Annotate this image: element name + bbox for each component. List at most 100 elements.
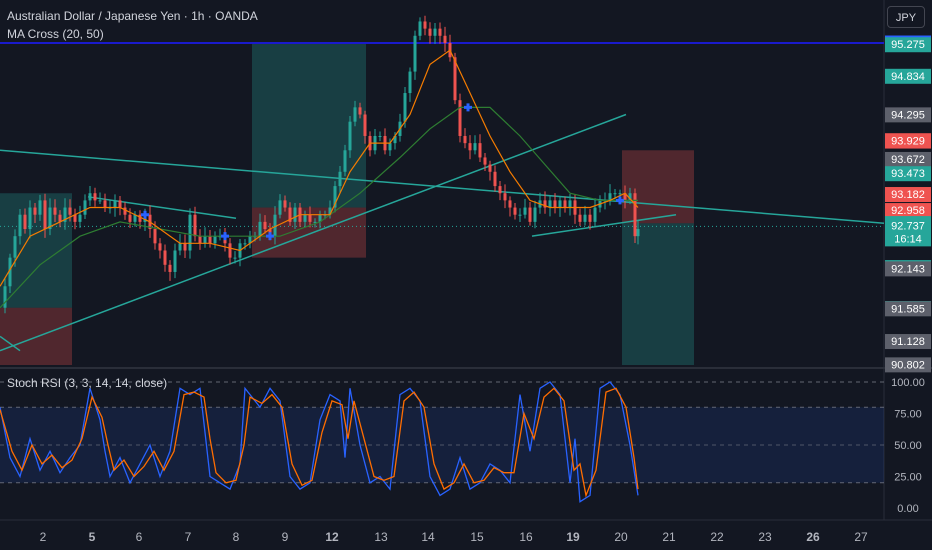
candle-body: [548, 200, 552, 208]
price-label: 94.295: [891, 109, 925, 121]
candle-body: [163, 250, 167, 265]
candle-body: [68, 207, 72, 215]
candle-body: [78, 214, 82, 222]
candle-body: [153, 229, 157, 244]
candle-body: [328, 207, 332, 215]
candle-body: [338, 171, 342, 187]
trendline-1[interactable]: [0, 113, 627, 352]
price-label-box: [885, 68, 931, 84]
candle-body: [8, 257, 12, 287]
candle-body: [333, 186, 337, 208]
price-label-box: [885, 357, 931, 373]
stoch-k-line[interactable]: [0, 381, 639, 503]
candle-body: [443, 35, 447, 43]
candle-body: [128, 214, 132, 222]
candle-body: [43, 200, 47, 230]
candle-body: [433, 28, 437, 36]
candle-body: [473, 143, 477, 151]
position-zone-loss-4[interactable]: [622, 150, 694, 224]
candle-body: [558, 200, 562, 208]
candle-body: [3, 286, 7, 308]
candle-body: [133, 214, 137, 222]
candle-body: [468, 143, 472, 151]
countdown-label: 16:14: [894, 233, 922, 245]
candle-body: [348, 121, 352, 151]
candle-body: [28, 207, 32, 230]
candle-body: [458, 100, 462, 136]
candle-body: [543, 200, 547, 208]
candle-body: [493, 171, 497, 187]
candle-body: [98, 200, 102, 202]
candle-body: [23, 214, 27, 230]
candle-body: [293, 207, 297, 222]
candle-body: [203, 236, 207, 244]
symbol-title[interactable]: Australian Dollar / Japanese Yen · 1h · …: [7, 9, 258, 23]
candle-body: [283, 200, 287, 208]
candle-body: [178, 243, 182, 251]
price-label: 95.275: [891, 39, 925, 51]
candle-body: [593, 207, 597, 222]
candle-body: [288, 207, 292, 222]
trendline-2[interactable]: [87, 196, 237, 220]
price-label-box: [885, 301, 931, 317]
candle-body: [313, 221, 317, 223]
candle-body: [633, 193, 637, 237]
indicator-label-stoch-rsi[interactable]: Stoch RSI (3, 3, 14, 14, close): [7, 376, 168, 390]
candle-body: [303, 214, 307, 222]
candle-body: [278, 200, 282, 215]
candle-body: [118, 200, 122, 208]
candle-body: [258, 221, 262, 237]
indicator-label-ma-cross[interactable]: MA Cross (20, 50): [7, 27, 104, 41]
candle-body: [478, 143, 482, 158]
price-label: 92.958: [891, 205, 925, 217]
candle-body: [113, 200, 117, 208]
candle-body: [408, 71, 412, 94]
price-label-box: [885, 166, 931, 182]
price-label: 94.834: [891, 71, 925, 83]
candle-body: [553, 200, 557, 208]
time-tick-label: 8: [233, 530, 240, 544]
candle-body: [273, 214, 277, 237]
price-label: 93.672: [891, 154, 925, 166]
candle-body: [188, 214, 192, 251]
position-zone-profit-5[interactable]: [622, 223, 694, 365]
trendline-4[interactable]: [0, 335, 21, 352]
time-tick-label: 23: [758, 530, 772, 544]
price-label: 93.929: [891, 136, 925, 148]
candle-body: [193, 214, 197, 237]
time-tick-label: 13: [374, 530, 388, 544]
stoch-tick-label: 100.00: [891, 377, 925, 389]
stoch-d-line[interactable]: [0, 387, 639, 498]
position-zone-profit-2[interactable]: [252, 42, 366, 208]
candle-body: [488, 164, 492, 172]
candle-body: [608, 193, 612, 201]
candle-body: [208, 236, 212, 244]
price-label-box: [885, 133, 931, 149]
stoch-tick-label: 0.00: [897, 503, 918, 515]
candle-body: [583, 214, 587, 222]
candle-body: [378, 135, 382, 137]
candle-body: [508, 200, 512, 208]
price-label: 93.182: [891, 189, 925, 201]
candle-body: [533, 207, 537, 222]
candle-body: [198, 236, 202, 244]
stoch-tick-label: 25.00: [894, 472, 922, 484]
ma20-line[interactable]: [0, 49, 639, 287]
stoch-tick-label: 50.00: [894, 440, 922, 452]
candle-body: [628, 193, 632, 201]
candle-body: [73, 214, 77, 222]
time-tick-label: 2: [40, 530, 47, 544]
time-tick-label: 14: [421, 530, 435, 544]
trendline-3[interactable]: [531, 213, 677, 237]
ma50-line[interactable]: [0, 106, 638, 309]
trendline-0[interactable]: [0, 149, 885, 225]
candle-body: [353, 107, 357, 122]
price-label-box: [885, 203, 931, 219]
price-label-box: [885, 37, 931, 53]
time-tick-label: 7: [185, 530, 192, 544]
candle-body: [523, 207, 527, 215]
price-label: 90.802: [891, 359, 925, 371]
currency-button[interactable]: JPY: [887, 6, 925, 28]
candle-body: [563, 200, 567, 208]
